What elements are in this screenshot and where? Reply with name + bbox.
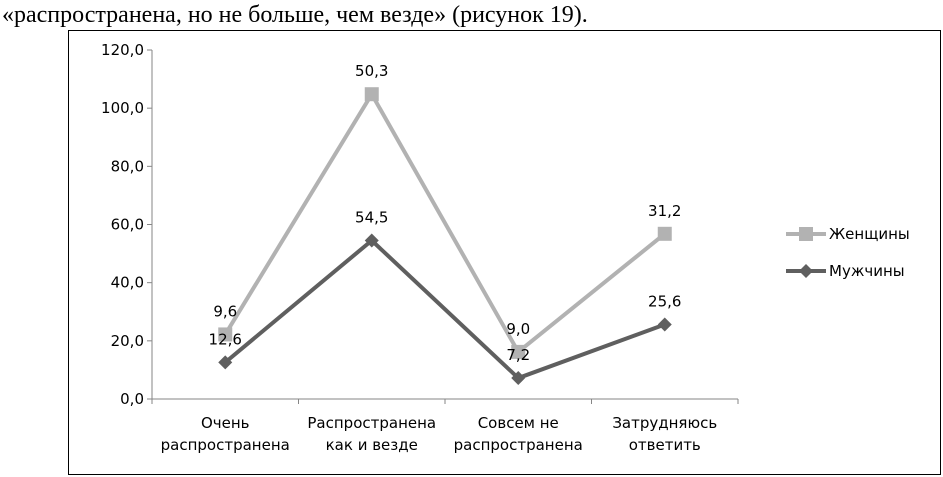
series-line-women (223, 92, 667, 354)
data-point-men (657, 317, 672, 332)
x-tick-label: Затрудняюсь ответить (612, 414, 717, 454)
data-point-women (511, 344, 526, 359)
data-label-men: 12,6 (209, 330, 242, 348)
legend-label: Женщины (829, 225, 910, 243)
legend: Женщины Мужчины (786, 225, 910, 280)
legend-marker-diamond (799, 264, 813, 278)
caption-text: «распространена, но не больше, чем везде… (2, 2, 588, 28)
x-tick-label: Совсем не распространена (454, 414, 583, 454)
series-layer (218, 87, 672, 386)
data-point-women (657, 226, 672, 241)
data-labels-layer: 12,6 54,5 7,2 25,6 9,6 50,3 9,0 31,2 (209, 62, 682, 364)
y-tick-label: 0,0 (120, 390, 144, 408)
data-label-men: 25,6 (648, 293, 681, 311)
data-label-women: 50,3 (355, 62, 388, 80)
legend-label: Мужчины (829, 262, 905, 280)
series-line-men (223, 238, 666, 381)
data-point-men (511, 371, 526, 386)
data-label-women: 31,2 (648, 202, 681, 220)
data-point-women (364, 87, 379, 102)
data-label-women: 9,6 (213, 302, 237, 320)
axes: 0,0 20,0 40,0 60,0 80,0 100,0 120,0 Очень распро… (101, 41, 739, 454)
y-tick-label: 40,0 (111, 274, 144, 292)
data-label-men: 7,2 (506, 346, 530, 364)
legend-marker-square (799, 227, 813, 241)
y-tick-label: 20,0 (111, 332, 144, 350)
data-point-men (218, 355, 233, 370)
data-label-men: 54,5 (355, 208, 388, 226)
data-label-women: 9,0 (506, 320, 530, 338)
x-tick-label: Очень распространена (161, 414, 290, 454)
data-point-men (364, 233, 379, 248)
y-tick-label: 60,0 (111, 216, 144, 234)
y-tick-label: 120,0 (101, 41, 144, 59)
x-tick-label: Распространена как и везде (307, 414, 436, 454)
data-point-women (218, 327, 233, 342)
y-tick-label: 80,0 (111, 157, 144, 175)
chart-frame (68, 30, 941, 475)
y-tick-label: 100,0 (101, 99, 144, 117)
